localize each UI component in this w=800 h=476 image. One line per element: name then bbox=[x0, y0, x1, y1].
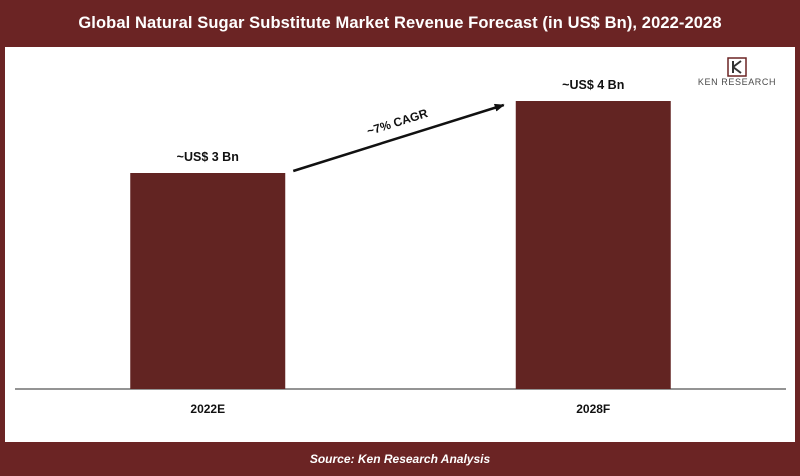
bar-2022e bbox=[130, 173, 286, 389]
right-frame-border bbox=[795, 47, 800, 442]
x-tick-label-2022e: 2022E bbox=[190, 402, 225, 416]
source-footer: Source: Ken Research Analysis bbox=[0, 442, 800, 476]
chart-title-banner: Global Natural Sugar Substitute Market R… bbox=[0, 0, 800, 47]
bar-2028f bbox=[515, 101, 671, 389]
chart-title: Global Natural Sugar Substitute Market R… bbox=[78, 14, 722, 32]
cagr-annotation: ~7% CAGR bbox=[292, 103, 505, 173]
data-label-2022e: ~US$ 3 Bn bbox=[177, 150, 239, 164]
ken-research-logo: KEN RESEARCH bbox=[682, 56, 792, 92]
x-tick-label-2028f: 2028F bbox=[576, 402, 610, 416]
ken-research-logo-icon bbox=[727, 57, 747, 77]
data-label-2028f: ~US$ 4 Bn bbox=[562, 78, 624, 92]
cagr-arrow bbox=[292, 103, 505, 173]
logo-wordmark: KEN RESEARCH bbox=[697, 77, 777, 87]
bar-chart: ~US$ 3 Bn 2022E ~US$ 4 Bn 2028F ~7% CAGR bbox=[15, 78, 786, 416]
left-frame-border bbox=[0, 47, 5, 442]
source-note: Source: Ken Research Analysis bbox=[309, 452, 491, 466]
cagr-label: ~7% CAGR bbox=[365, 106, 430, 138]
